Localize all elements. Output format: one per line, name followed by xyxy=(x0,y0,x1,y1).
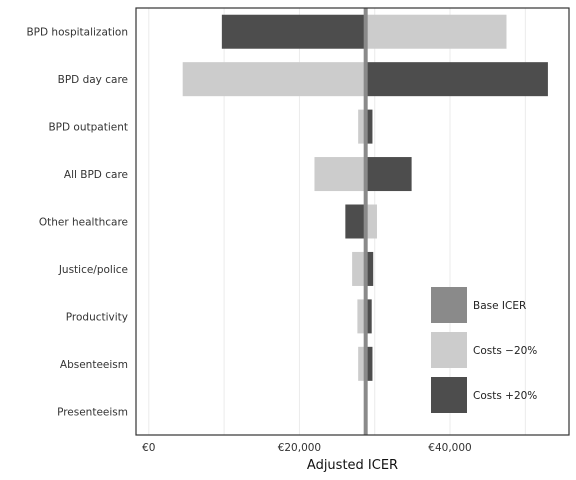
x-axis-title: Adjusted ICER xyxy=(307,458,398,473)
category-label: Justice/police xyxy=(58,264,128,276)
category-label: All BPD care xyxy=(64,169,128,181)
plot-panel-border xyxy=(135,7,570,436)
category-label: Absenteeism xyxy=(60,359,128,371)
category-label: Presenteeism xyxy=(57,406,128,418)
category-label: BPD outpatient xyxy=(48,122,128,134)
bar-costs-plus-20 xyxy=(345,204,366,239)
category-labels: BPD hospitalization BPD day care BPD outpa… xyxy=(26,27,128,419)
legend-swatch-plus xyxy=(431,377,467,413)
bar-costs-minus-20 xyxy=(182,62,366,97)
legend-label-plus: Costs +20% xyxy=(473,390,537,402)
legend-label-base: Base ICER xyxy=(473,300,526,312)
bar-costs-minus-20 xyxy=(314,157,366,192)
x-tick-labels: €0 €20,000 €40,000 xyxy=(142,442,472,454)
category-label: Other healthcare xyxy=(39,217,128,229)
bar-costs-plus-20 xyxy=(365,62,548,97)
bars xyxy=(182,14,548,429)
legend: Base ICER Costs −20% Costs +20% xyxy=(431,287,537,413)
bar-costs-plus-20 xyxy=(365,251,374,286)
bar-costs-minus-20 xyxy=(358,346,366,381)
x-tick-label: €40,000 xyxy=(428,442,471,454)
category-label: BPD day care xyxy=(58,74,128,86)
bar-costs-plus-20 xyxy=(365,299,372,334)
legend-label-minus: Costs −20% xyxy=(473,345,537,357)
x-tick-label: €0 xyxy=(142,442,155,454)
x-tick-label: €20,000 xyxy=(278,442,321,454)
category-label: BPD hospitalization xyxy=(26,27,128,39)
bar-costs-plus-20 xyxy=(365,157,412,192)
bar-costs-minus-20 xyxy=(358,109,366,144)
bar-costs-minus-20 xyxy=(357,299,366,334)
bar-costs-plus-20 xyxy=(365,109,373,144)
legend-swatch-minus xyxy=(431,332,467,368)
bar-costs-minus-20 xyxy=(365,204,377,239)
bar-costs-plus-20 xyxy=(221,14,366,49)
category-label: Productivity xyxy=(66,311,128,323)
bar-costs-minus-20 xyxy=(365,14,507,49)
bar-costs-minus-20 xyxy=(352,251,366,286)
legend-swatch-base xyxy=(431,287,467,323)
bar-costs-plus-20 xyxy=(365,346,373,381)
